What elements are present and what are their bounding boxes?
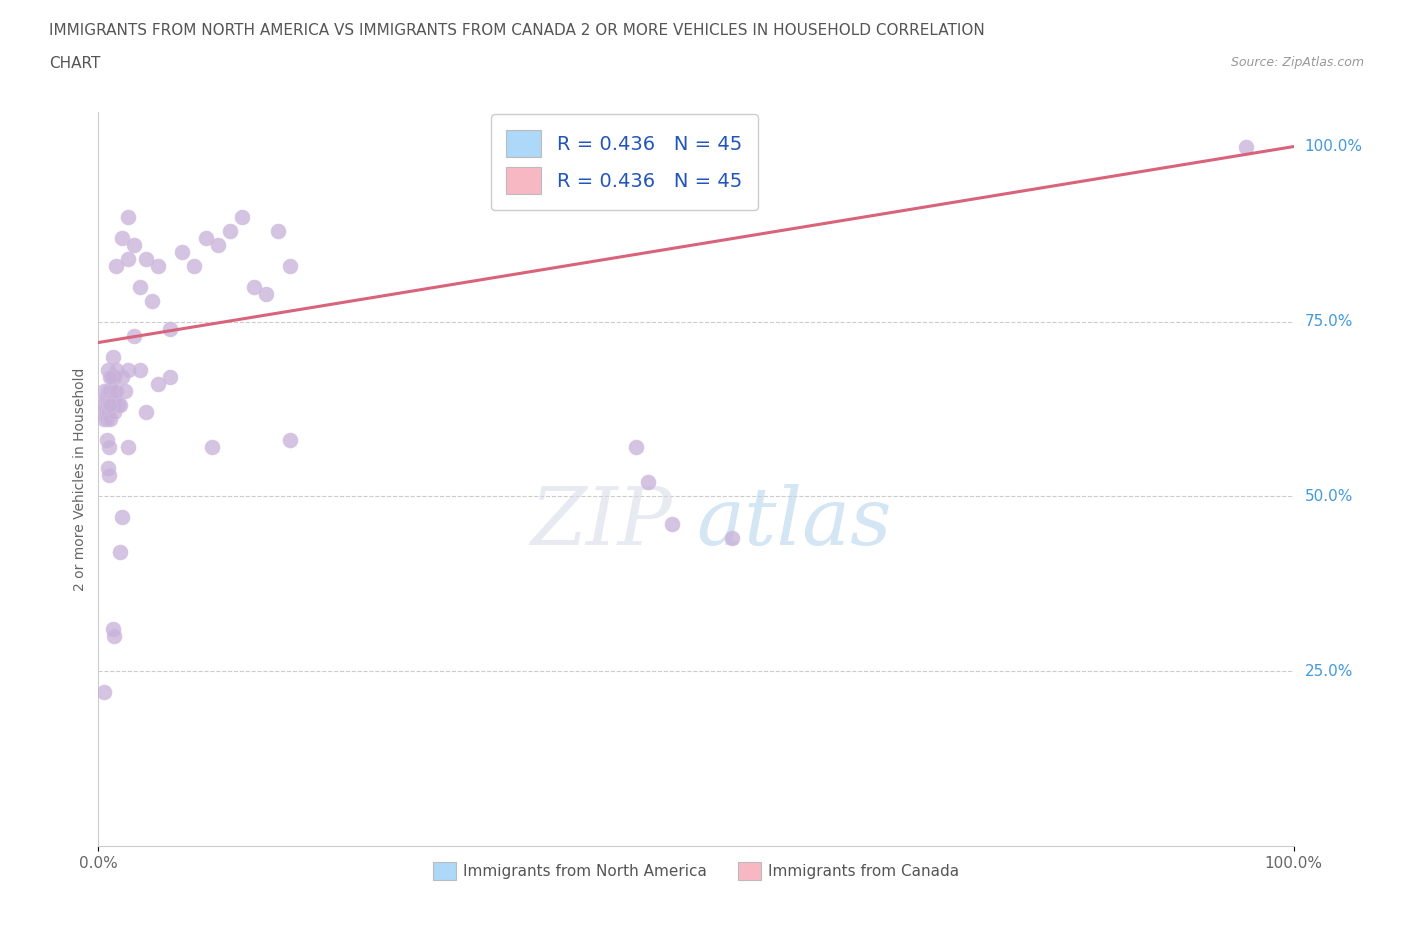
Point: [91, 398, 114, 413]
Point: [111, 510, 134, 525]
Point: [135, 251, 157, 266]
Point: [129, 279, 152, 294]
Point: [94, 391, 117, 405]
Point: [103, 391, 125, 405]
Point: [98, 440, 121, 455]
Point: [124, 237, 146, 252]
Point: [93, 684, 115, 699]
Text: 100.0%: 100.0%: [1305, 140, 1362, 154]
Point: [93, 384, 115, 399]
Point: [111, 370, 134, 385]
Point: [243, 279, 266, 294]
Text: ZIP: ZIP: [530, 485, 672, 562]
Point: [98, 398, 122, 413]
Point: [98, 398, 122, 413]
Point: [103, 405, 125, 420]
Point: [94, 405, 117, 420]
Point: [91, 405, 114, 420]
Point: [105, 363, 128, 378]
Point: [98, 384, 122, 399]
Legend: Immigrants from North America, Immigrants from Canada: Immigrants from North America, Immigrant…: [426, 856, 966, 886]
Point: [101, 384, 124, 399]
Point: [103, 370, 125, 385]
Point: [129, 363, 152, 378]
Point: [1234, 140, 1257, 154]
Point: [159, 370, 181, 385]
Text: CHART: CHART: [49, 56, 101, 71]
Point: [231, 209, 253, 224]
Point: [159, 321, 181, 336]
Point: [98, 468, 121, 483]
Point: [183, 259, 205, 273]
Point: [96, 398, 118, 413]
Point: [114, 384, 136, 399]
Point: [108, 398, 131, 413]
Point: [117, 251, 139, 266]
Point: [97, 384, 120, 399]
Text: atlas: atlas: [696, 485, 891, 562]
Point: [254, 286, 277, 301]
Point: [100, 370, 122, 385]
Point: [219, 223, 242, 238]
Point: [107, 398, 129, 413]
Point: [637, 475, 659, 490]
Point: [195, 230, 218, 245]
Point: [97, 461, 120, 476]
Text: 25.0%: 25.0%: [1305, 664, 1353, 679]
Text: Source: ZipAtlas.com: Source: ZipAtlas.com: [1230, 56, 1364, 69]
Point: [103, 629, 125, 644]
Point: [101, 622, 124, 637]
Point: [117, 363, 139, 378]
Point: [124, 328, 146, 343]
Point: [93, 412, 115, 427]
Point: [105, 384, 128, 399]
Point: [108, 545, 131, 560]
Text: IMMIGRANTS FROM NORTH AMERICA VS IMMIGRANTS FROM CANADA 2 OR MORE VEHICLES IN HO: IMMIGRANTS FROM NORTH AMERICA VS IMMIGRA…: [49, 23, 986, 38]
Point: [278, 433, 301, 448]
Text: 75.0%: 75.0%: [1305, 314, 1353, 329]
Point: [207, 237, 229, 252]
Point: [267, 223, 290, 238]
Point: [661, 517, 683, 532]
Point: [101, 349, 124, 364]
Point: [117, 440, 139, 455]
Point: [117, 209, 139, 224]
Point: [135, 405, 157, 420]
Point: [97, 405, 120, 420]
Point: [172, 244, 194, 259]
Point: [141, 293, 163, 308]
Point: [278, 259, 301, 273]
Y-axis label: 2 or more Vehicles in Household: 2 or more Vehicles in Household: [73, 367, 87, 591]
Point: [111, 230, 134, 245]
Point: [105, 259, 128, 273]
Point: [98, 370, 122, 385]
Point: [97, 363, 120, 378]
Point: [201, 440, 224, 455]
Point: [721, 531, 744, 546]
Point: [98, 384, 121, 399]
Point: [148, 377, 170, 392]
Point: [98, 412, 122, 427]
Text: 50.0%: 50.0%: [1305, 489, 1353, 504]
Point: [101, 398, 124, 413]
Point: [96, 412, 118, 427]
Point: [626, 440, 648, 455]
Point: [98, 398, 121, 413]
Point: [96, 433, 118, 448]
Point: [148, 259, 170, 273]
